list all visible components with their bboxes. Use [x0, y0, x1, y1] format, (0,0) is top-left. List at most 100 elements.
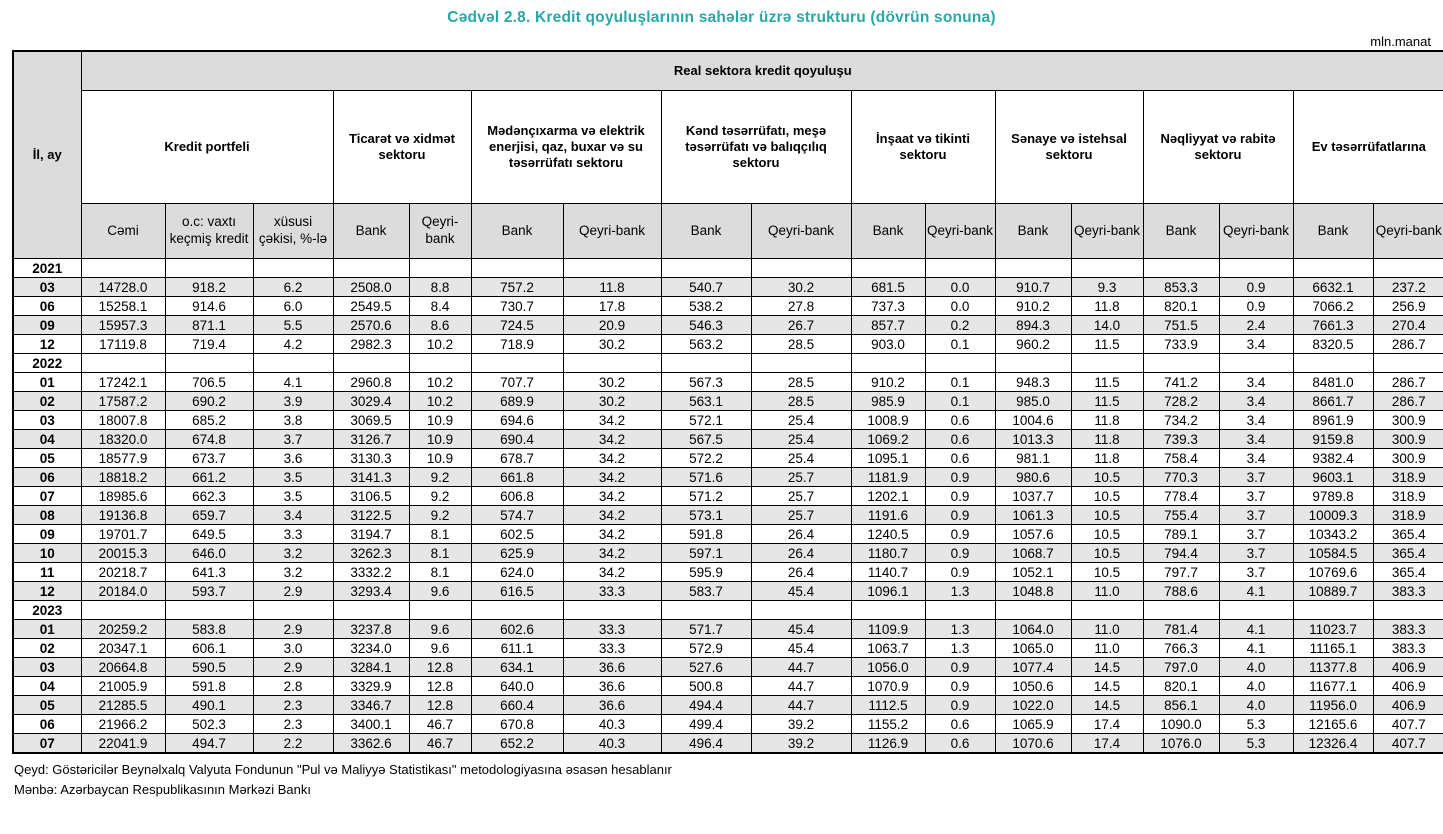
value-cell: 9382.4: [1292, 448, 1374, 468]
empty-cell: [750, 353, 852, 373]
sub-header-6-1: Qeyri-bank: [1218, 203, 1294, 259]
value-cell: 694.6: [470, 410, 564, 430]
value-cell: 1022.0: [994, 695, 1072, 715]
table-row: 09 15957.3 871.1 5.5 2570.6 8.6 724.5 20.9 546.3…: [12, 315, 1443, 335]
row-month: 07: [12, 733, 82, 754]
sub-header-1-0: Bank: [332, 203, 410, 259]
value-cell: 3069.5: [332, 410, 410, 430]
value-cell: 499.4: [660, 714, 752, 734]
value-cell: 751.5: [1142, 315, 1220, 335]
value-cell: 3.7: [252, 429, 334, 449]
empty-cell: [1070, 258, 1144, 278]
row-month: 01: [12, 372, 82, 392]
value-cell: 12.8: [408, 676, 472, 696]
table-row: 02 20347.1 606.1 3.0 3234.0 9.6 611.1 33.3 572.9…: [12, 638, 1443, 658]
value-cell: 11165.1: [1292, 638, 1374, 658]
value-cell: 3126.7: [332, 429, 410, 449]
value-cell: 318.9: [1372, 467, 1443, 487]
value-cell: 0.9: [924, 543, 996, 563]
year-label: 2023: [12, 600, 82, 620]
table-title: Cədvəl 2.8. Kredit qoyuluşlarının sahələ…: [447, 9, 996, 26]
value-cell: 624.0: [470, 562, 564, 582]
value-cell: 6632.1: [1292, 277, 1374, 297]
value-cell: 2.4: [1218, 315, 1294, 335]
table-row: 05 21285.5 490.1 2.3 3346.7 12.8 660.4 36.6 494.…: [12, 695, 1443, 715]
value-cell: 36.6: [562, 657, 662, 677]
row-month: 05: [12, 695, 82, 715]
value-cell: 527.6: [660, 657, 752, 677]
table-row: 06 18818.2 661.2 3.5 3141.3 9.2 661.8 34.2 571.6…: [12, 467, 1443, 487]
value-cell: 9789.8: [1292, 486, 1374, 506]
value-cell: 27.8: [750, 296, 852, 316]
value-cell: 706.5: [164, 372, 254, 392]
value-cell: 34.2: [562, 505, 662, 525]
value-cell: 981.1: [994, 448, 1072, 468]
value-cell: 673.7: [164, 448, 254, 468]
value-cell: 11.0: [1070, 581, 1144, 601]
value-cell: 45.4: [750, 581, 852, 601]
sub-header-1-1: Qeyri-bank: [408, 203, 472, 259]
value-cell: 494.4: [660, 695, 752, 715]
credit-structure-table: İl, ay Real sektora kredit qoyuluşu Kredit…: [12, 50, 1443, 754]
value-cell: 910.2: [850, 372, 926, 392]
value-cell: 611.1: [470, 638, 564, 658]
value-cell: 11.0: [1070, 638, 1144, 658]
value-cell: 590.5: [164, 657, 254, 677]
value-cell: 719.4: [164, 334, 254, 354]
value-cell: 28.5: [750, 334, 852, 354]
group-header-7: Ev təsərrüfatlarına: [1292, 90, 1443, 204]
sub-header-0-0: Cəmi: [80, 203, 166, 259]
value-cell: 11377.8: [1292, 657, 1374, 677]
value-cell: 15258.1: [80, 296, 166, 316]
value-cell: 26.4: [750, 524, 852, 544]
value-cell: 857.7: [850, 315, 926, 335]
value-cell: 728.2: [1142, 391, 1220, 411]
value-cell: 26.4: [750, 543, 852, 563]
empty-cell: [1142, 353, 1220, 373]
value-cell: 21966.2: [80, 714, 166, 734]
value-cell: 9.2: [408, 505, 472, 525]
value-cell: 14.5: [1070, 657, 1144, 677]
value-cell: 1065.9: [994, 714, 1072, 734]
value-cell: 1076.0: [1142, 733, 1220, 754]
value-cell: 6.2: [252, 277, 334, 297]
value-cell: 1240.5: [850, 524, 926, 544]
value-cell: 571.6: [660, 467, 752, 487]
table-row: 06 15258.1 914.6 6.0 2549.5 8.4 730.7 17.8 538.2…: [12, 296, 1443, 316]
value-cell: 4.0: [1218, 695, 1294, 715]
value-cell: 571.7: [660, 619, 752, 639]
value-cell: 407.7: [1372, 714, 1443, 734]
value-cell: 681.5: [850, 277, 926, 297]
year-label: 2021: [12, 258, 82, 278]
value-cell: 3.5: [252, 467, 334, 487]
value-cell: 34.2: [562, 467, 662, 487]
value-cell: 3.7: [1218, 486, 1294, 506]
value-cell: 6.0: [252, 296, 334, 316]
value-cell: 17.4: [1070, 714, 1144, 734]
value-cell: 573.1: [660, 505, 752, 525]
value-cell: 14728.0: [80, 277, 166, 297]
value-cell: 4.1: [252, 372, 334, 392]
value-cell: 4.1: [1218, 638, 1294, 658]
value-cell: 572.9: [660, 638, 752, 658]
value-cell: 10.5: [1070, 486, 1144, 506]
group-header-1: Ticarət və xidmət sektoru: [332, 90, 472, 204]
value-cell: 300.9: [1372, 429, 1443, 449]
value-cell: 0.6: [924, 448, 996, 468]
value-cell: 572.1: [660, 410, 752, 430]
value-cell: 10.5: [1070, 467, 1144, 487]
row-month: 07: [12, 486, 82, 506]
value-cell: 724.5: [470, 315, 564, 335]
empty-cell: [750, 600, 852, 620]
year-row: 2021: [12, 258, 1443, 278]
table-row: 03 20664.8 590.5 2.9 3284.1 12.8 634.1 36.6 527.…: [12, 657, 1443, 677]
value-cell: 8.8: [408, 277, 472, 297]
table-row: 04 18320.0 674.8 3.7 3126.7 10.9 690.4 34.2 567.…: [12, 429, 1443, 449]
value-cell: 14.5: [1070, 695, 1144, 715]
table-row: 02 17587.2 690.2 3.9 3029.4 10.2 689.9 30.2 563.…: [12, 391, 1443, 411]
value-cell: 25.4: [750, 448, 852, 468]
empty-cell: [1070, 600, 1144, 620]
value-cell: 46.7: [408, 714, 472, 734]
value-cell: 0.9: [924, 524, 996, 544]
value-cell: 1155.2: [850, 714, 926, 734]
